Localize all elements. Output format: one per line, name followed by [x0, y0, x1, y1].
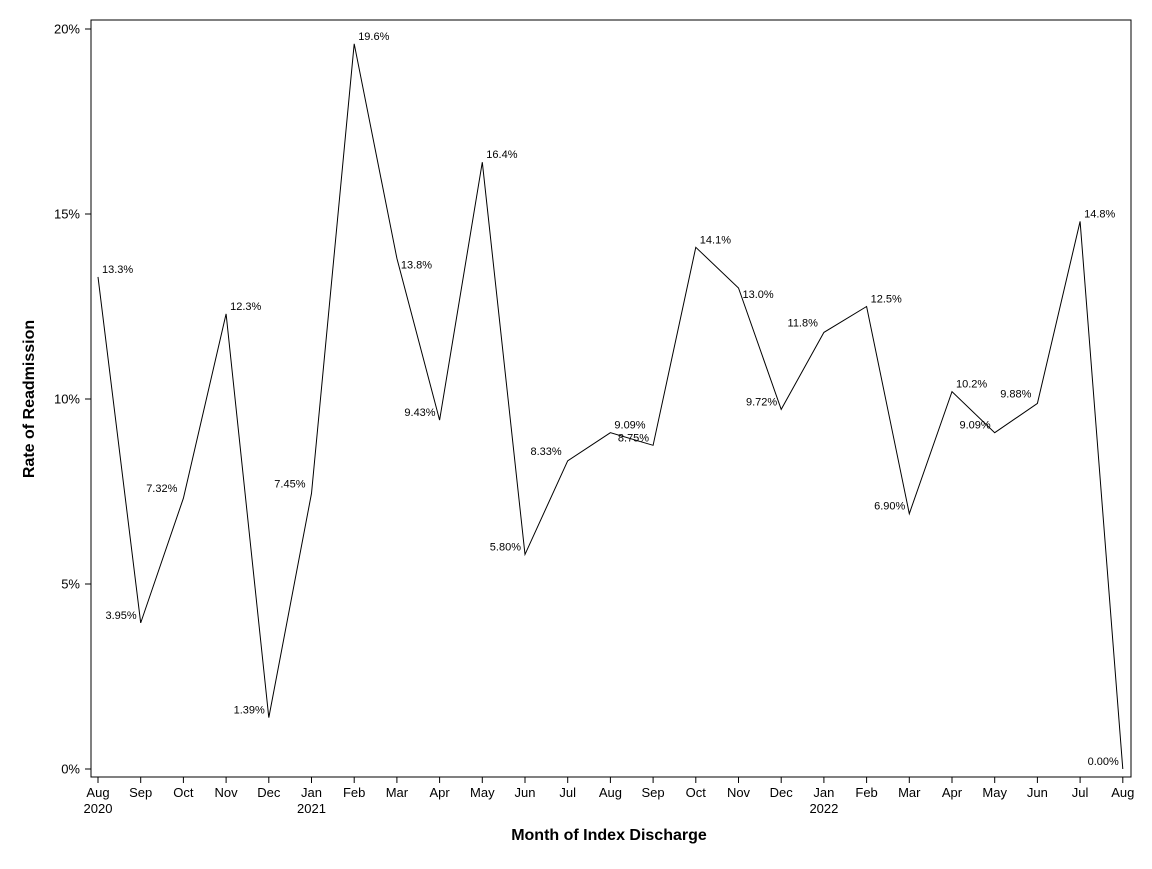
- y-tick-label: 0%: [61, 762, 80, 777]
- data-label: 12.5%: [871, 294, 902, 306]
- data-label: 19.6%: [358, 31, 389, 43]
- x-tick-label: Oct: [686, 785, 707, 800]
- x-tick-label: Sep: [642, 785, 665, 800]
- x-tick-label: Sep: [129, 785, 152, 800]
- x-tick-label: Mar: [386, 785, 409, 800]
- data-label: 6.90%: [874, 501, 905, 513]
- data-label: 5.80%: [490, 541, 521, 553]
- y-axis-title: Rate of Readmission: [21, 320, 38, 478]
- x-tick-year-label: 2022: [809, 801, 838, 816]
- data-label: 7.45%: [274, 478, 305, 490]
- data-label: 1.39%: [234, 705, 265, 717]
- x-tick-label: May: [470, 785, 495, 800]
- data-label: 9.09%: [614, 420, 645, 432]
- data-label: 10.2%: [956, 379, 987, 391]
- data-label: 11.8%: [788, 317, 819, 329]
- x-tick-label: Dec: [770, 785, 794, 800]
- x-tick-label: May: [982, 785, 1007, 800]
- x-tick-label: Dec: [257, 785, 281, 800]
- y-tick-label: 15%: [54, 207, 80, 222]
- data-label: 13.3%: [102, 264, 133, 276]
- x-tick-label: Jul: [1072, 785, 1089, 800]
- data-labels: 13.3% 3.95% 7.32% 12.3% 1.39% 7.45% 19.6% 13.8%…: [102, 31, 1119, 768]
- x-tick-year-label: 2021: [297, 801, 326, 816]
- x-tick-label: Apr: [942, 785, 963, 800]
- plot-frame: [90, 19, 1132, 778]
- data-label: 16.4%: [486, 149, 517, 161]
- data-label: 9.72%: [746, 396, 777, 408]
- y-tick-label: 20%: [54, 22, 80, 37]
- data-label: 7.32%: [146, 483, 177, 495]
- data-label: 12.3%: [230, 301, 261, 313]
- series-line: [97, 43, 1124, 770]
- data-label: 13.0%: [743, 289, 774, 301]
- x-tick-label: Jan: [813, 785, 834, 800]
- y-axis: 0% 5% 10% 15% 20%: [54, 22, 91, 777]
- y-tick-label: 10%: [54, 392, 80, 407]
- x-tick-label: Mar: [898, 785, 921, 800]
- data-label: 14.1%: [700, 234, 731, 246]
- y-tick-label: 5%: [61, 577, 80, 592]
- x-tick-label: Aug: [599, 785, 622, 800]
- x-tick-label: Feb: [855, 785, 877, 800]
- x-tick-label: Jul: [559, 785, 576, 800]
- x-axis-title: Month of Index Discharge: [511, 827, 707, 844]
- data-label: 8.33%: [530, 446, 561, 458]
- x-tick-label: Oct: [173, 785, 194, 800]
- data-label: 13.8%: [401, 259, 432, 271]
- data-label: 8.75%: [618, 432, 649, 444]
- x-tick-label: Aug: [1111, 785, 1134, 800]
- x-tick-label: Jun: [1027, 785, 1048, 800]
- data-label: 9.09%: [959, 420, 990, 432]
- data-label: 9.43%: [404, 407, 435, 419]
- x-tick-label: Jan: [301, 785, 322, 800]
- x-tick-label: Aug: [86, 785, 109, 800]
- x-tick-label: Nov: [215, 785, 239, 800]
- data-label: 9.88%: [1000, 388, 1031, 400]
- x-tick-label: Feb: [343, 785, 365, 800]
- x-tick-label: Jun: [515, 785, 536, 800]
- x-tick-label: Nov: [727, 785, 751, 800]
- x-tick-year-label: 2020: [84, 801, 113, 816]
- data-label: 14.8%: [1084, 208, 1115, 220]
- data-label: 3.95%: [105, 610, 136, 622]
- data-label: 0.00%: [1088, 756, 1119, 768]
- x-tick-label: Apr: [429, 785, 450, 800]
